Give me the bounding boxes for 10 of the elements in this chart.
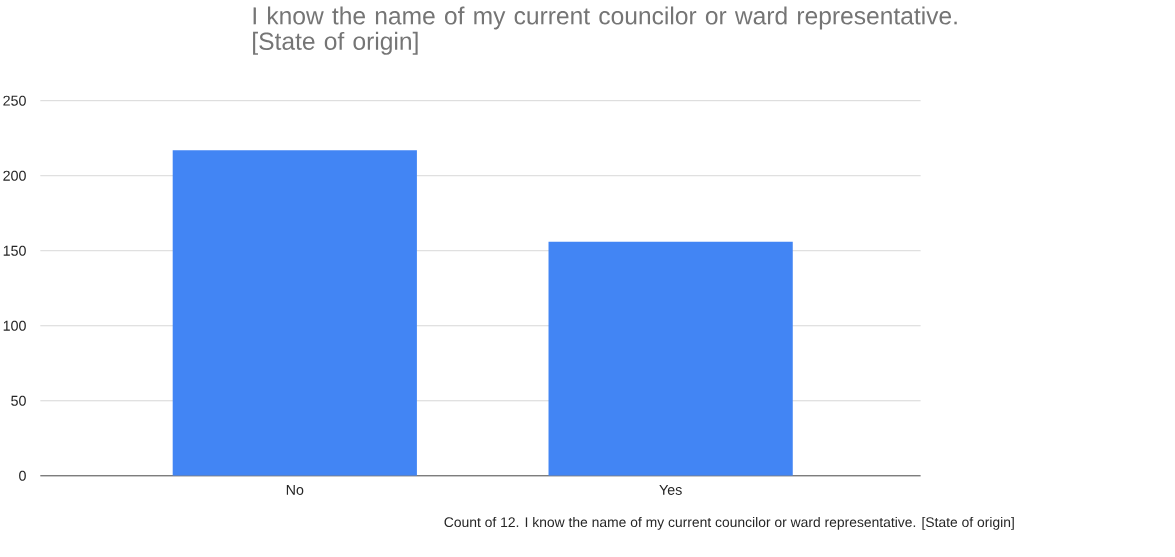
x-tick-label: No (286, 485, 304, 496)
y-tick-label: 150 (3, 245, 26, 256)
x-tick-label: Yes (659, 485, 682, 496)
text: Count of 12. I know the name of my current councilor or ward representative. [State of origin] (444, 517, 1014, 530)
y-tick-label: 250 (3, 95, 26, 106)
y-tick-label: 0 (19, 470, 26, 481)
y-tick-label: 100 (3, 320, 26, 331)
chart-title: I know the name of my current councilor or ward representative. [State of origin] (253, 6, 957, 55)
y-tick-label: 200 (3, 170, 26, 181)
y-tick-label: 50 (11, 395, 26, 406)
